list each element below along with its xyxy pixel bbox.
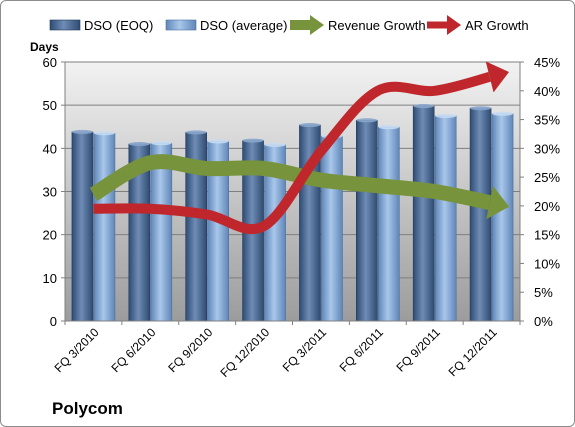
- legend-label-ar-growth: AR Growth: [465, 18, 529, 33]
- legend-label-revenue-growth: Revenue Growth: [328, 18, 426, 33]
- arrowhead-revenue-growth: [486, 185, 510, 220]
- bar-dso-average: [378, 126, 400, 322]
- legend-label-dso-average: DSO (average): [200, 18, 287, 33]
- y2-tick-label: 25%: [534, 170, 560, 185]
- x-tick-label: FQ 12/2011: [446, 325, 500, 379]
- bar-dso-average: [321, 135, 343, 322]
- y2-tick-label: 0%: [534, 314, 553, 329]
- bar-dso-average: [434, 115, 457, 322]
- line-ar-growth: [93, 72, 491, 235]
- x-tick-label: FQ 6/2010: [108, 325, 158, 375]
- bar-dso-average: [150, 142, 173, 322]
- bar-top: [492, 111, 514, 116]
- bar-top: [378, 125, 400, 130]
- legend-arrowhead-revenue-growth: [310, 15, 324, 35]
- legend-swatch-dso-eoq: [49, 19, 81, 31]
- line-revenue-growth: [89, 154, 492, 210]
- bar-top: [128, 142, 150, 147]
- legend-label-dso-eoq: DSO (EOQ): [84, 18, 153, 33]
- arrowhead-ar-growth: [485, 61, 510, 93]
- bar-top: [470, 106, 492, 111]
- y-tick-label: 30: [43, 185, 57, 200]
- bar-top: [71, 129, 93, 134]
- bar-top: [242, 138, 264, 143]
- x-tick-label: FQ 3/2011: [280, 325, 330, 375]
- bar-top: [356, 118, 378, 123]
- y-tick-label: 40: [43, 141, 57, 156]
- chart-title: Polycom: [52, 399, 123, 418]
- x-tick-label: FQ 6/2011: [337, 325, 387, 375]
- y2-tick-label: 20%: [534, 199, 560, 214]
- bar-top: [435, 113, 457, 118]
- x-tick-label: FQ 9/2011: [393, 325, 443, 375]
- y-tick-label: 20: [43, 228, 57, 243]
- bar-dso-average: [491, 113, 514, 322]
- y2-tick-label: 40%: [534, 84, 560, 99]
- x-tick-label: FQ 9/2010: [165, 325, 215, 375]
- bar-dso-average: [93, 132, 116, 322]
- bar-top: [413, 104, 435, 109]
- x-tick-label: FQ 3/2010: [52, 325, 102, 375]
- y2-tick-label: 35%: [534, 113, 560, 128]
- y2-tick-label: 5%: [534, 285, 553, 300]
- bar-top: [207, 139, 229, 144]
- legend-swatch-dso-average: [165, 19, 197, 31]
- bar-dso-eoq: [71, 131, 94, 322]
- y2-tick-label: 45%: [534, 55, 560, 70]
- legend-arrowhead-ar-growth: [447, 15, 461, 35]
- bar-dso-eoq: [356, 119, 378, 322]
- bar-top: [264, 142, 286, 147]
- bar-top: [150, 141, 172, 146]
- y-tick-label: 50: [43, 98, 57, 113]
- y-tick-label: 60: [43, 55, 57, 70]
- y-tick-label: 0: [50, 314, 57, 329]
- bar-top: [299, 123, 321, 128]
- bar-dso-eoq: [412, 105, 435, 322]
- x-tick-label: FQ 12/2010: [217, 325, 272, 380]
- bar-top: [93, 131, 115, 136]
- y2-tick-label: 10%: [534, 256, 560, 271]
- y-axis-title: Days: [30, 40, 59, 54]
- bar-top: [185, 130, 207, 135]
- y2-tick-label: 30%: [534, 141, 560, 156]
- y-tick-label: 10: [43, 271, 57, 286]
- y2-tick-label: 15%: [534, 228, 560, 243]
